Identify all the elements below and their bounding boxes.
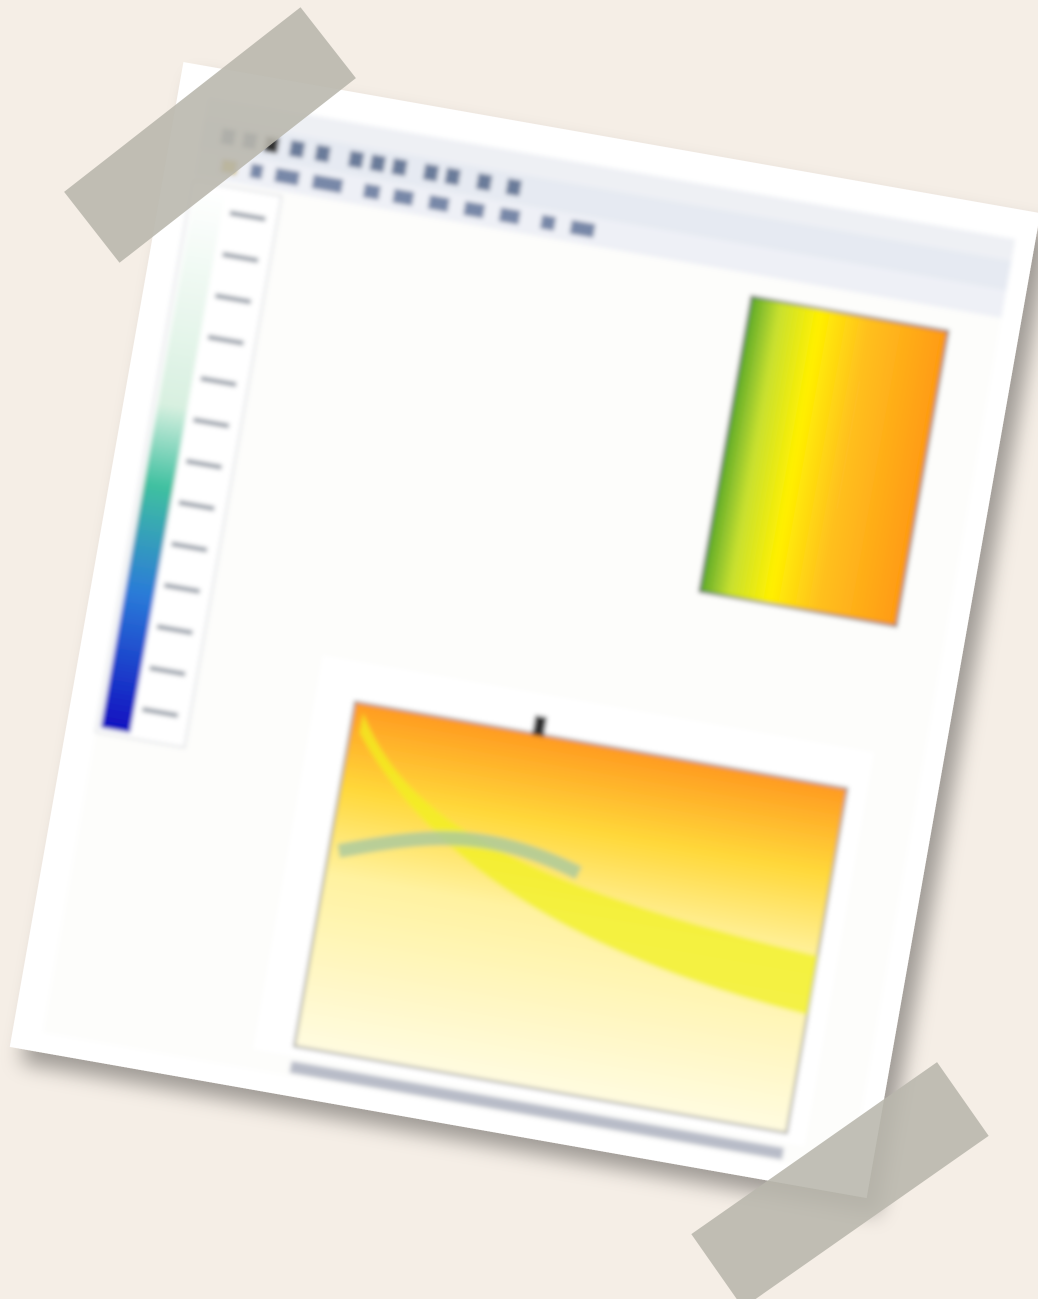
screenshot — [42, 96, 1016, 1175]
color-bar — [100, 186, 226, 733]
menu-bar — [203, 96, 1016, 261]
heatmap-top — [698, 295, 950, 628]
legend-ticks — [141, 210, 266, 718]
heatmap-streak — [337, 831, 582, 880]
photo-print — [9, 62, 1038, 1198]
toolbar-2-icons — [219, 158, 596, 238]
heatmap-band — [359, 713, 818, 1015]
status-bar — [289, 1061, 785, 1160]
toolbar-icons — [219, 127, 522, 197]
plot-handle — [531, 715, 548, 737]
tape-top — [64, 7, 356, 263]
tape-bottom — [691, 1062, 989, 1299]
